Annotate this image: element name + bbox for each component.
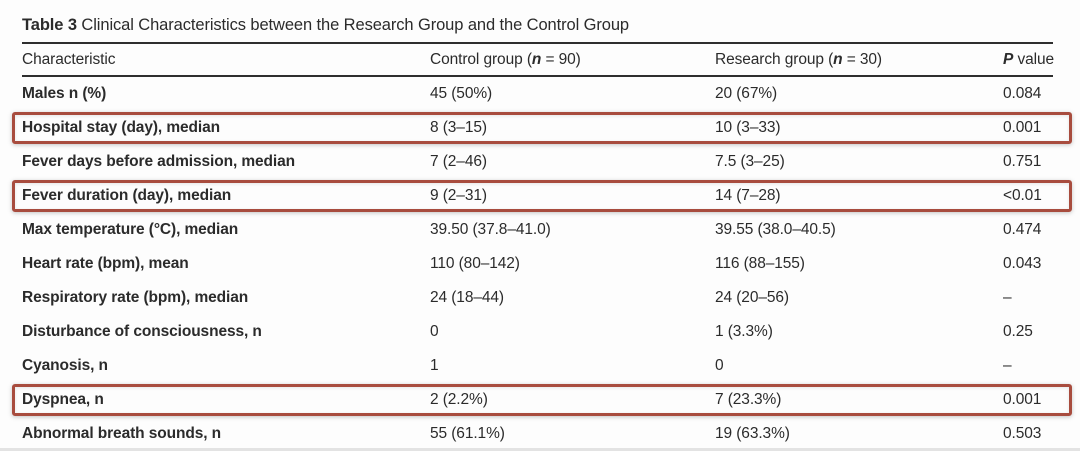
cell-p-value: 0.001	[1003, 119, 1042, 136]
cell-characteristic: Dyspnea, n	[22, 391, 104, 408]
cell-characteristic: Max temperature (°C), median	[22, 221, 239, 238]
cell-p-value: 0.001	[1003, 391, 1042, 408]
cell-research-group: 1 (3.3%)	[715, 323, 773, 340]
table-row: Cyanosis, n 1 0 –	[22, 349, 1053, 383]
cell-research-group: 7 (23.3%)	[715, 391, 782, 408]
cell-research-group: 0	[715, 357, 724, 374]
cell-research-group: 24 (20–56)	[715, 289, 789, 306]
cell-characteristic: Hospital stay (day), median	[22, 119, 220, 136]
italic-n: n	[833, 50, 843, 68]
cell-control-group: 45 (50%)	[430, 85, 493, 102]
cell-characteristic: Respiratory rate (bpm), median	[22, 289, 249, 306]
cell-control-group: 2 (2.2%)	[430, 391, 488, 408]
col-header-research-group: Research group (n = 30)	[715, 50, 882, 68]
cell-research-group: 20 (67%)	[715, 85, 778, 102]
table-row: Respiratory rate (bpm), median 24 (18–44…	[22, 281, 1053, 315]
table-row: Dyspnea, n 2 (2.2%) 7 (23.3%) 0.001	[12, 383, 1072, 417]
table-title: Table 3 Clinical Characteristics between…	[22, 0, 1053, 44]
cell-control-group: 39.50 (37.8–41.0)	[430, 221, 551, 238]
cropped-rule	[0, 448, 1080, 451]
cell-control-group: 8 (3–15)	[430, 119, 487, 136]
cell-research-group: 10 (3–33)	[715, 119, 781, 136]
italic-n: n	[531, 50, 542, 68]
col-header-control-group: Control group (n = 90)	[430, 50, 581, 68]
cell-characteristic: Fever days before admission, median	[22, 153, 296, 170]
cell-p-value: 0.043	[1003, 255, 1042, 272]
cell-p-value: 0.25	[1003, 323, 1033, 340]
cell-characteristic: Heart rate (bpm), mean	[22, 255, 189, 272]
cell-p-value: 0.084	[1003, 85, 1042, 102]
cell-control-group: 0	[430, 323, 439, 340]
cell-p-value: 0.751	[1003, 153, 1042, 170]
cell-p-value: –	[1003, 357, 1012, 374]
cell-control-group: 9 (2–31)	[430, 187, 487, 204]
cell-p-value: <0.01	[1003, 187, 1042, 204]
cell-control-group: 7 (2–46)	[430, 153, 487, 170]
cell-p-value: 0.474	[1003, 221, 1042, 238]
cell-characteristic: Fever duration (day), median	[22, 187, 232, 204]
table-header-row: Characteristic Control group (n = 90) Re…	[22, 44, 1055, 77]
table-number-label: Table 3	[22, 16, 77, 34]
table-row: Abnormal breath sounds, n 55 (61.1%) 19 …	[22, 417, 1053, 451]
col-header-p-value: P value	[1003, 50, 1055, 68]
cell-control-group: 1	[430, 357, 439, 374]
table-row: Max temperature (°C), median 39.50 (37.8…	[22, 213, 1053, 247]
table-title-text: Clinical Characteristics between the Res…	[76, 16, 629, 34]
cell-control-group: 110 (80–142)	[430, 255, 520, 272]
cell-p-value: –	[1003, 289, 1012, 306]
table-row: Fever days before admission, median 7 (2…	[22, 145, 1053, 179]
cell-p-value: 0.503	[1003, 425, 1042, 442]
cell-characteristic: Disturbance of consciousness, n	[22, 323, 262, 340]
cell-characteristic: Males n (%)	[22, 85, 107, 102]
cell-characteristic: Cyanosis, n	[22, 357, 108, 374]
col-header-characteristic: Characteristic	[22, 50, 116, 68]
cell-research-group: 39.55 (38.0–40.5)	[715, 221, 836, 238]
table-row: Hospital stay (day), median 8 (3–15) 10 …	[12, 111, 1072, 145]
cell-research-group: 7.5 (3–25)	[715, 153, 785, 170]
table-row: Disturbance of consciousness, n 0 1 (3.3…	[22, 315, 1053, 349]
cell-research-group: 19 (63.3%)	[715, 425, 790, 442]
cell-research-group: 14 (7–28)	[715, 187, 781, 204]
table-body: Males n (%) 45 (50%) 20 (67%) 0.084 Hosp…	[0, 77, 1080, 451]
cell-research-group: 116 (88–155)	[715, 255, 805, 272]
cell-characteristic: Abnormal breath sounds, n	[22, 425, 222, 442]
table-row: Fever duration (day), median 9 (2–31) 14…	[12, 179, 1072, 213]
table-row: Males n (%) 45 (50%) 20 (67%) 0.084	[22, 77, 1053, 111]
table-row: Heart rate (bpm), mean 110 (80–142) 116 …	[22, 247, 1053, 281]
cell-control-group: 24 (18–44)	[430, 289, 504, 306]
cell-control-group: 55 (61.1%)	[430, 425, 505, 442]
italic-p: P	[1003, 50, 1014, 68]
